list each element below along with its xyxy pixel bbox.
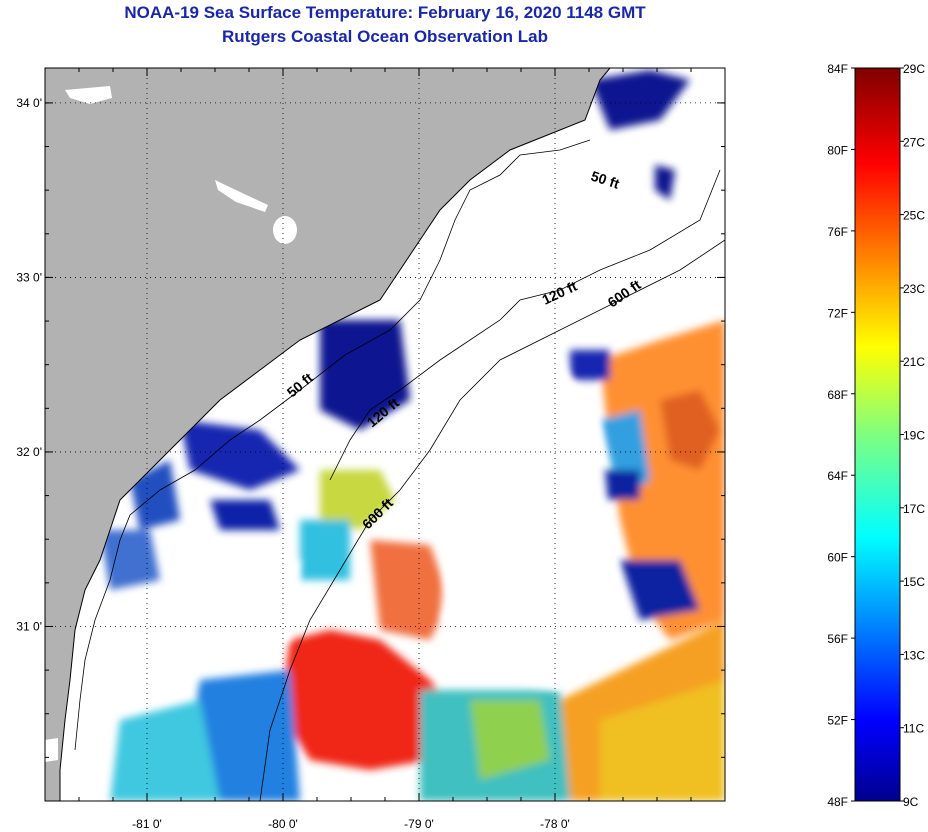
- isobath-120ft: [329, 169, 721, 481]
- sst-data-layer: [100, 70, 725, 801]
- lat-tick-label: 34 0': [16, 96, 42, 110]
- lat-tick-label: 33 0': [16, 270, 42, 284]
- colorbar-label-f: 48F: [827, 795, 848, 809]
- colorbar-label-c: 21C: [903, 355, 925, 369]
- colorbar-label-f: 60F: [827, 551, 848, 565]
- sst-patch-nearshore-2: [180, 420, 300, 490]
- colorbar-label-c: 29C: [903, 62, 925, 76]
- cloud-mid: [400, 420, 470, 480]
- colorbar-label-c: 25C: [903, 209, 925, 223]
- sst-patch-east-cold: [620, 560, 700, 620]
- colorbar-label-f: 76F: [827, 225, 848, 239]
- colorbar-gradient: [854, 67, 901, 802]
- colorbar-label-f: 72F: [827, 306, 848, 320]
- lon-tick-label: -78 0': [540, 817, 570, 831]
- map-title: NOAA-19 Sea Surface Temperature: Februar…: [124, 3, 646, 22]
- sst-patch-east-hot: [660, 390, 720, 470]
- sst-patch-cyan: [300, 520, 350, 580]
- cloud-center: [440, 360, 620, 690]
- lat-tick-label: 32 0': [16, 445, 42, 459]
- colorbar-label-c: 13C: [903, 648, 925, 662]
- lat-tick-label: 31 0': [16, 619, 42, 633]
- land-interior-water: [45, 86, 297, 762]
- colorbar-label-c: 19C: [903, 429, 925, 443]
- sst-patch-south-green: [470, 700, 550, 780]
- sst-patch-yellow: [320, 470, 395, 530]
- colorbar-label-f: 84F: [827, 62, 848, 76]
- sst-patch-ne-small: [655, 165, 675, 200]
- colorbar-label-c: 27C: [903, 135, 925, 149]
- coastline: [59, 68, 611, 801]
- colorbar-label-f: 56F: [827, 632, 848, 646]
- sst-patch-mid-east-2: [570, 350, 610, 380]
- colorbar-label-f: 80F: [827, 143, 848, 157]
- cloud-mask: [240, 360, 620, 690]
- lon-tick-label: -80 0': [268, 817, 298, 831]
- sst-patch-nearshore-5: [100, 530, 160, 590]
- axis-ticks: -81 0' -80 0' -79 0' -78 0' 34 0' 33 0' 32 0' 3…: [16, 68, 726, 831]
- map-subtitle: Rutgers Coastal Ocean Observation Lab: [222, 27, 548, 46]
- land-mass: [45, 68, 610, 801]
- lon-tick-label: -79 0': [404, 817, 434, 831]
- isobath-50ft: [74, 139, 591, 751]
- sst-patch-sw-cyan: [110, 700, 220, 801]
- colorbar-label-f: 52F: [827, 714, 848, 728]
- colorbar-label-c: 15C: [903, 575, 925, 589]
- colorbar-label-c: 17C: [903, 502, 925, 516]
- colorbar-label-c: 23C: [903, 282, 925, 296]
- sst-patch-yellow-se: [600, 680, 725, 801]
- colorbar-label-c: 9C: [903, 795, 919, 809]
- sst-patch-central-warm: [370, 540, 450, 640]
- sst-patch-central-hot: [280, 630, 460, 770]
- sst-patch-ne: [590, 70, 690, 130]
- sst-patch-nearshore-3: [210, 500, 280, 530]
- colorbar-label-f: 68F: [827, 388, 848, 402]
- colorbar-label-c: 11C: [903, 722, 924, 736]
- cloud-sw: [240, 560, 300, 650]
- isobath-600ft: [259, 239, 725, 801]
- colorbar-label-f: 64F: [827, 469, 848, 483]
- lon-tick-label: -81 0': [132, 817, 162, 831]
- graticule: [45, 68, 725, 801]
- colorbar-labels: 84F 80F 76F 72F 68F 64F 60F 56F 52F 48F 29C 27C 25C 2…: [827, 62, 925, 809]
- sst-patch-nearshore-1: [320, 320, 410, 430]
